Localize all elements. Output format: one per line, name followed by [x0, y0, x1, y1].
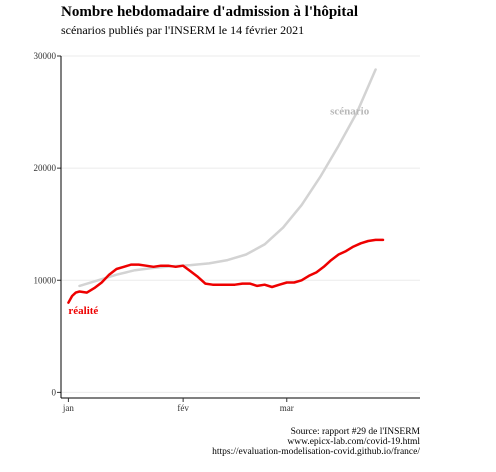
x-tick-label: jan: [62, 403, 74, 413]
y-tick-label: 20000: [34, 163, 57, 173]
caption-source: Source: rapport #29 de l'INSERM: [290, 427, 420, 437]
realite-line: [67, 238, 385, 304]
realite-label: réalité: [68, 305, 98, 317]
scenario-label: scénario: [330, 105, 370, 117]
axes: [57, 55, 420, 402]
annotations: scénario réalité: [68, 105, 369, 317]
gridlines: [61, 55, 420, 393]
x-tick-label: mar: [280, 403, 294, 413]
y-tick-label: 30000: [34, 51, 57, 61]
caption-github-url: https://evaluation-modelisation-covid.gi…: [212, 447, 420, 457]
series-lines: [67, 68, 385, 304]
x-tick-label: fév: [177, 403, 189, 413]
scenario-line: [78, 68, 377, 288]
chart-title: Nombre hebdomadaire d'admission à l'hôpi…: [61, 4, 358, 20]
y-tick-label: 10000: [34, 275, 57, 285]
chart-subtitle: scénarios publiés par l'INSERM le 14 fév…: [61, 23, 305, 37]
caption-epicx-url: www.epicx-lab.com/covid-19.html: [287, 437, 420, 447]
y-tick-label: 0: [52, 387, 57, 397]
tick-labels: 0 10000 20000 30000 jan fév mar: [34, 51, 294, 413]
